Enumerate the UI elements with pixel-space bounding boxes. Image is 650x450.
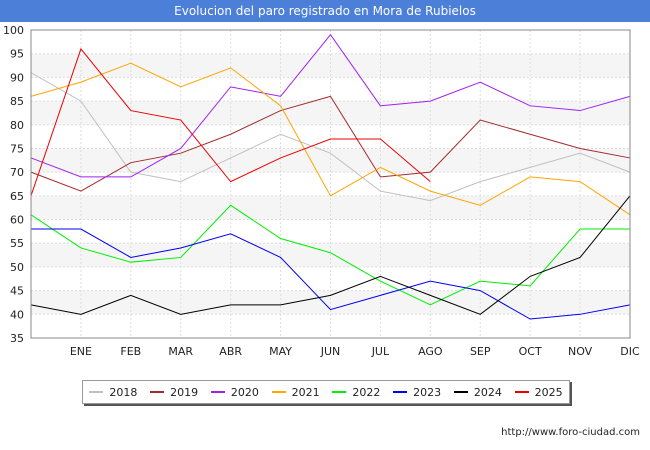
x-tick-label: JUN — [320, 345, 341, 358]
series-line-2023 — [31, 228, 631, 320]
x-tick-label: FEB — [120, 345, 141, 358]
y-tick-label: 55 — [10, 237, 24, 250]
y-tick-label: 45 — [10, 285, 24, 298]
legend-label: 2019 — [170, 385, 199, 399]
legend-swatch — [150, 391, 165, 393]
x-tick-label: ABR — [219, 345, 242, 358]
legend-swatch — [332, 391, 347, 393]
legend-swatch — [393, 391, 408, 393]
x-tick-label: AGO — [418, 345, 443, 358]
legend-label: 2023 — [413, 385, 442, 399]
legend-item-2025: 2025 — [514, 385, 563, 399]
x-tick-label: NOV — [568, 345, 593, 358]
x-tick-label: MAR — [168, 345, 193, 358]
series-line-2022 — [30, 204, 630, 306]
series-line-2019 — [30, 95, 631, 192]
y-tick-label: 80 — [10, 119, 24, 132]
legend-label: 2025 — [534, 385, 563, 399]
y-tick-label: 50 — [10, 261, 24, 274]
x-tick-label: ENE — [70, 345, 92, 358]
legend-swatch — [453, 391, 468, 393]
x-tick-label: MAY — [269, 345, 292, 358]
legend-swatch — [210, 391, 225, 393]
legend-item-2018: 2018 — [89, 386, 137, 399]
y-tick-label: 60 — [10, 214, 24, 227]
legend-swatch — [514, 391, 529, 393]
y-tick-label: 95 — [10, 48, 24, 61]
y-tick-label: 35 — [10, 332, 24, 345]
plot-frame — [30, 29, 631, 339]
series-line-2020 — [30, 33, 631, 178]
legend-item-2024: 2024 — [453, 385, 502, 399]
y-tick-label: 90 — [10, 71, 24, 84]
x-tick-label: SEP — [470, 345, 491, 358]
x-tick-label: DIC — [620, 345, 640, 358]
legend-label: 2020 — [230, 385, 259, 399]
plot-band — [31, 53, 630, 78]
y-tick-label: 85 — [10, 95, 24, 108]
plot-band — [31, 101, 630, 125]
x-axis-ticks: ENE FEB MAR ABR MAY JUN JUL AGO SEP OCT NOV DIC — [70, 345, 640, 358]
y-tick-label: 40 — [10, 308, 24, 321]
legend-swatch — [89, 391, 104, 393]
legend-label: 2024 — [473, 385, 502, 399]
chart-title: Evolucion del paro registrado en Mora de… — [0, 0, 650, 22]
x-tick-label: OCT — [519, 345, 542, 358]
legend-label: 2022 — [352, 385, 381, 399]
legend: 2018 2019 2020 2021 2022 2023 2024 2025 — [82, 380, 570, 404]
y-tick-label: 70 — [10, 166, 24, 179]
series-line-2018 — [30, 72, 631, 202]
source-url: http://www.foro-ciudad.com — [501, 427, 640, 438]
y-axis-ticks: 35 40 45 50 55 60 65 70 75 80 85 90 95 100 — [3, 24, 24, 345]
legend-swatch — [271, 391, 286, 393]
y-tick-label: 100 — [3, 24, 24, 37]
x-tick-label: JUL — [371, 345, 390, 358]
legend-label: 2021 — [291, 385, 320, 399]
legend-item-2021: 2021 — [271, 385, 320, 399]
legend-item-2020: 2020 — [210, 385, 259, 399]
y-tick-label: 75 — [10, 142, 24, 155]
legend-item-2023: 2023 — [393, 386, 441, 399]
series-line-2024 — [30, 195, 631, 315]
series-lines — [30, 33, 631, 320]
legend-item-2019: 2019 — [150, 386, 198, 399]
y-tick-label: 65 — [10, 190, 24, 203]
legend-label: 2018 — [109, 385, 138, 399]
series-line-2021 — [30, 62, 631, 216]
series-line-2025 — [30, 47, 431, 197]
legend-item-2022: 2022 — [332, 386, 380, 399]
